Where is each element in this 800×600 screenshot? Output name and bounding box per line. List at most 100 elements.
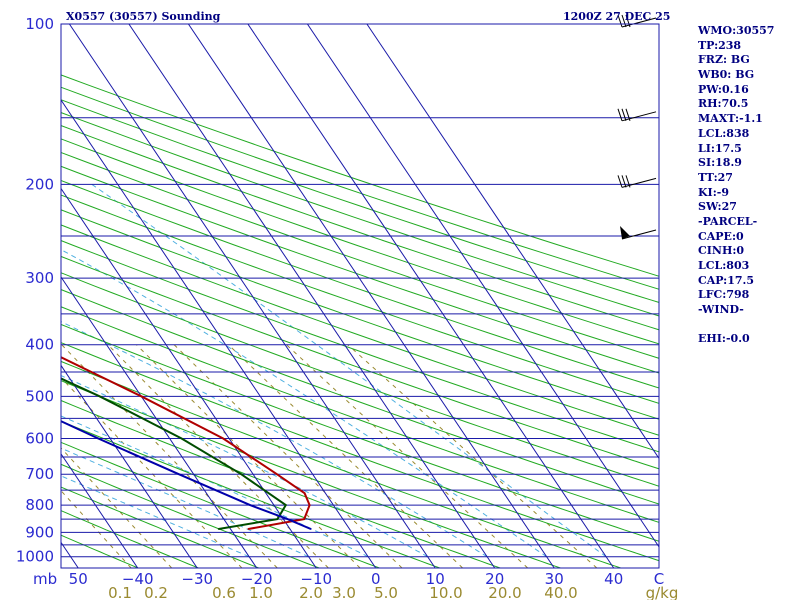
dewpoint-point [98,395,101,398]
side-panel-spacer [698,318,798,333]
wind-barb-feather [617,108,623,121]
isotherm-line [61,364,198,568]
pressure-tick-label: 600 [25,430,54,448]
temperature-tick-label: 50 [69,570,88,588]
isotherm-line [61,276,258,568]
dewpoint-point [285,504,287,506]
side-panel-item: FRZ: BG [698,53,750,67]
temperature-point [303,492,306,495]
wind-barb-staff [621,17,657,28]
mixing-ratio-unit-label: g/kg [646,584,679,600]
pressure-tick-label: 200 [25,175,54,193]
isotherm-line [187,24,555,568]
mixing-ratio-tick-label: 3.0 [332,584,356,600]
dry-adiabat [61,272,659,487]
mixing-ratio-tick-label: 1.0 [249,584,273,600]
mixing-ratio-line [136,344,361,568]
dry-adiabat [61,224,659,436]
side-panel-item: WB0: BG [698,68,755,82]
dry-adiabat [61,165,659,374]
side-panel-item: LCL:803 [698,259,750,272]
dry-adiabat [61,306,659,523]
wind-barb-feather [625,175,631,188]
dry-adiabat [61,510,199,568]
moist-adiabat [61,475,250,558]
wind-barb-pennant [620,225,630,239]
pressure-unit-label: mb [33,570,57,588]
mixing-ratio-tick-label: 0.2 [144,584,168,600]
side-panel: WMO:30557 TP:238 FRZ: BG WB0: BG PW:0.16 RH:7… [698,24,798,347]
series-parcel [61,420,312,530]
dry-adiabat [61,138,659,345]
dewpoint-point [180,437,183,440]
pressure-tick-label: 400 [25,336,54,354]
parcel-point [286,518,289,520]
pressure-tick-label: 1000 [16,548,54,566]
isotherm-line [61,187,317,568]
temperature-unit-label: C [654,570,664,588]
dry-adiabat [61,111,659,317]
side-panel-item: WMO:30557 [698,24,775,37]
side-panel-item: PW:0.16 [698,82,749,96]
dewpoint-point [276,518,279,520]
wind-barb-feather [621,108,627,121]
dry-adiabat [61,179,659,389]
mixing-ratio-tick-label: 0.6 [212,584,236,600]
mixing-ratio-line [61,344,278,568]
dry-adiabat [61,151,659,359]
temperature-point [247,528,250,530]
side-panel-item: -WIND- [698,303,744,317]
pressure-tick-label: 800 [25,496,54,514]
side-panel-item: CAP:17.5 [698,273,755,287]
temperature-tick-label: 20 [485,570,504,588]
dry-adiabat [61,194,659,404]
side-panel-item: KI:-9 [698,185,729,199]
temperature-point [140,395,143,398]
temperature-point [303,518,305,520]
side-panel-item: EHI:-0.0 [698,332,750,346]
dry-adiabat [61,323,659,542]
temperature-tick-label: 40 [604,570,623,588]
dry-adiabat [61,240,659,453]
wind-barb-feather [617,175,623,188]
dry-adiabat [61,209,659,420]
wind-barb [617,175,657,188]
dry-adiabat [61,463,320,568]
side-panel-item: TT:27 [698,170,733,184]
dry-adiabat [61,380,561,568]
wind-barb [617,14,657,28]
side-panel-item: LI:17.5 [698,141,742,155]
chart-title: X0557 (30557) Sounding [66,10,221,23]
parcel-point [177,473,180,475]
isotherm-line [366,24,659,460]
wind-barb-feather [621,175,627,188]
dewpoint-line [61,377,288,530]
dry-adiabat [61,74,659,277]
mixing-ratio-tick-label: 20.0 [488,584,521,600]
wind-barb-staff [621,111,657,122]
parcel-point [310,528,312,530]
isotherm-line [128,24,496,568]
dry-adiabat [61,255,659,470]
isotherm-line [0,24,19,568]
dry-adiabat [61,399,501,568]
chart-time: 1200Z 27 DEC 25 [563,10,670,23]
wind-barb-staff [621,229,657,240]
temperature-point [222,437,225,440]
side-panel-item: MAXT:-1.1 [698,112,763,126]
side-panel-item: SW:27 [698,200,737,214]
mixing-ratio-line [61,377,243,568]
isotherm-line [61,99,377,568]
temperature-tick-label: 30 [545,570,564,588]
wind-barb [620,225,657,240]
side-panel-item: CAPE:0 [698,229,744,243]
wind-barb-staff [621,177,657,188]
dry-adiabat [61,360,621,568]
isotherm-line [247,24,615,568]
pressure-tick-label: 300 [25,269,54,287]
pressure-tick-label: 700 [25,465,54,483]
temperature-line [61,356,311,530]
series-temperature [61,356,311,530]
temperature-tick-label: 0 [371,570,381,588]
isotherm-line [306,24,659,548]
